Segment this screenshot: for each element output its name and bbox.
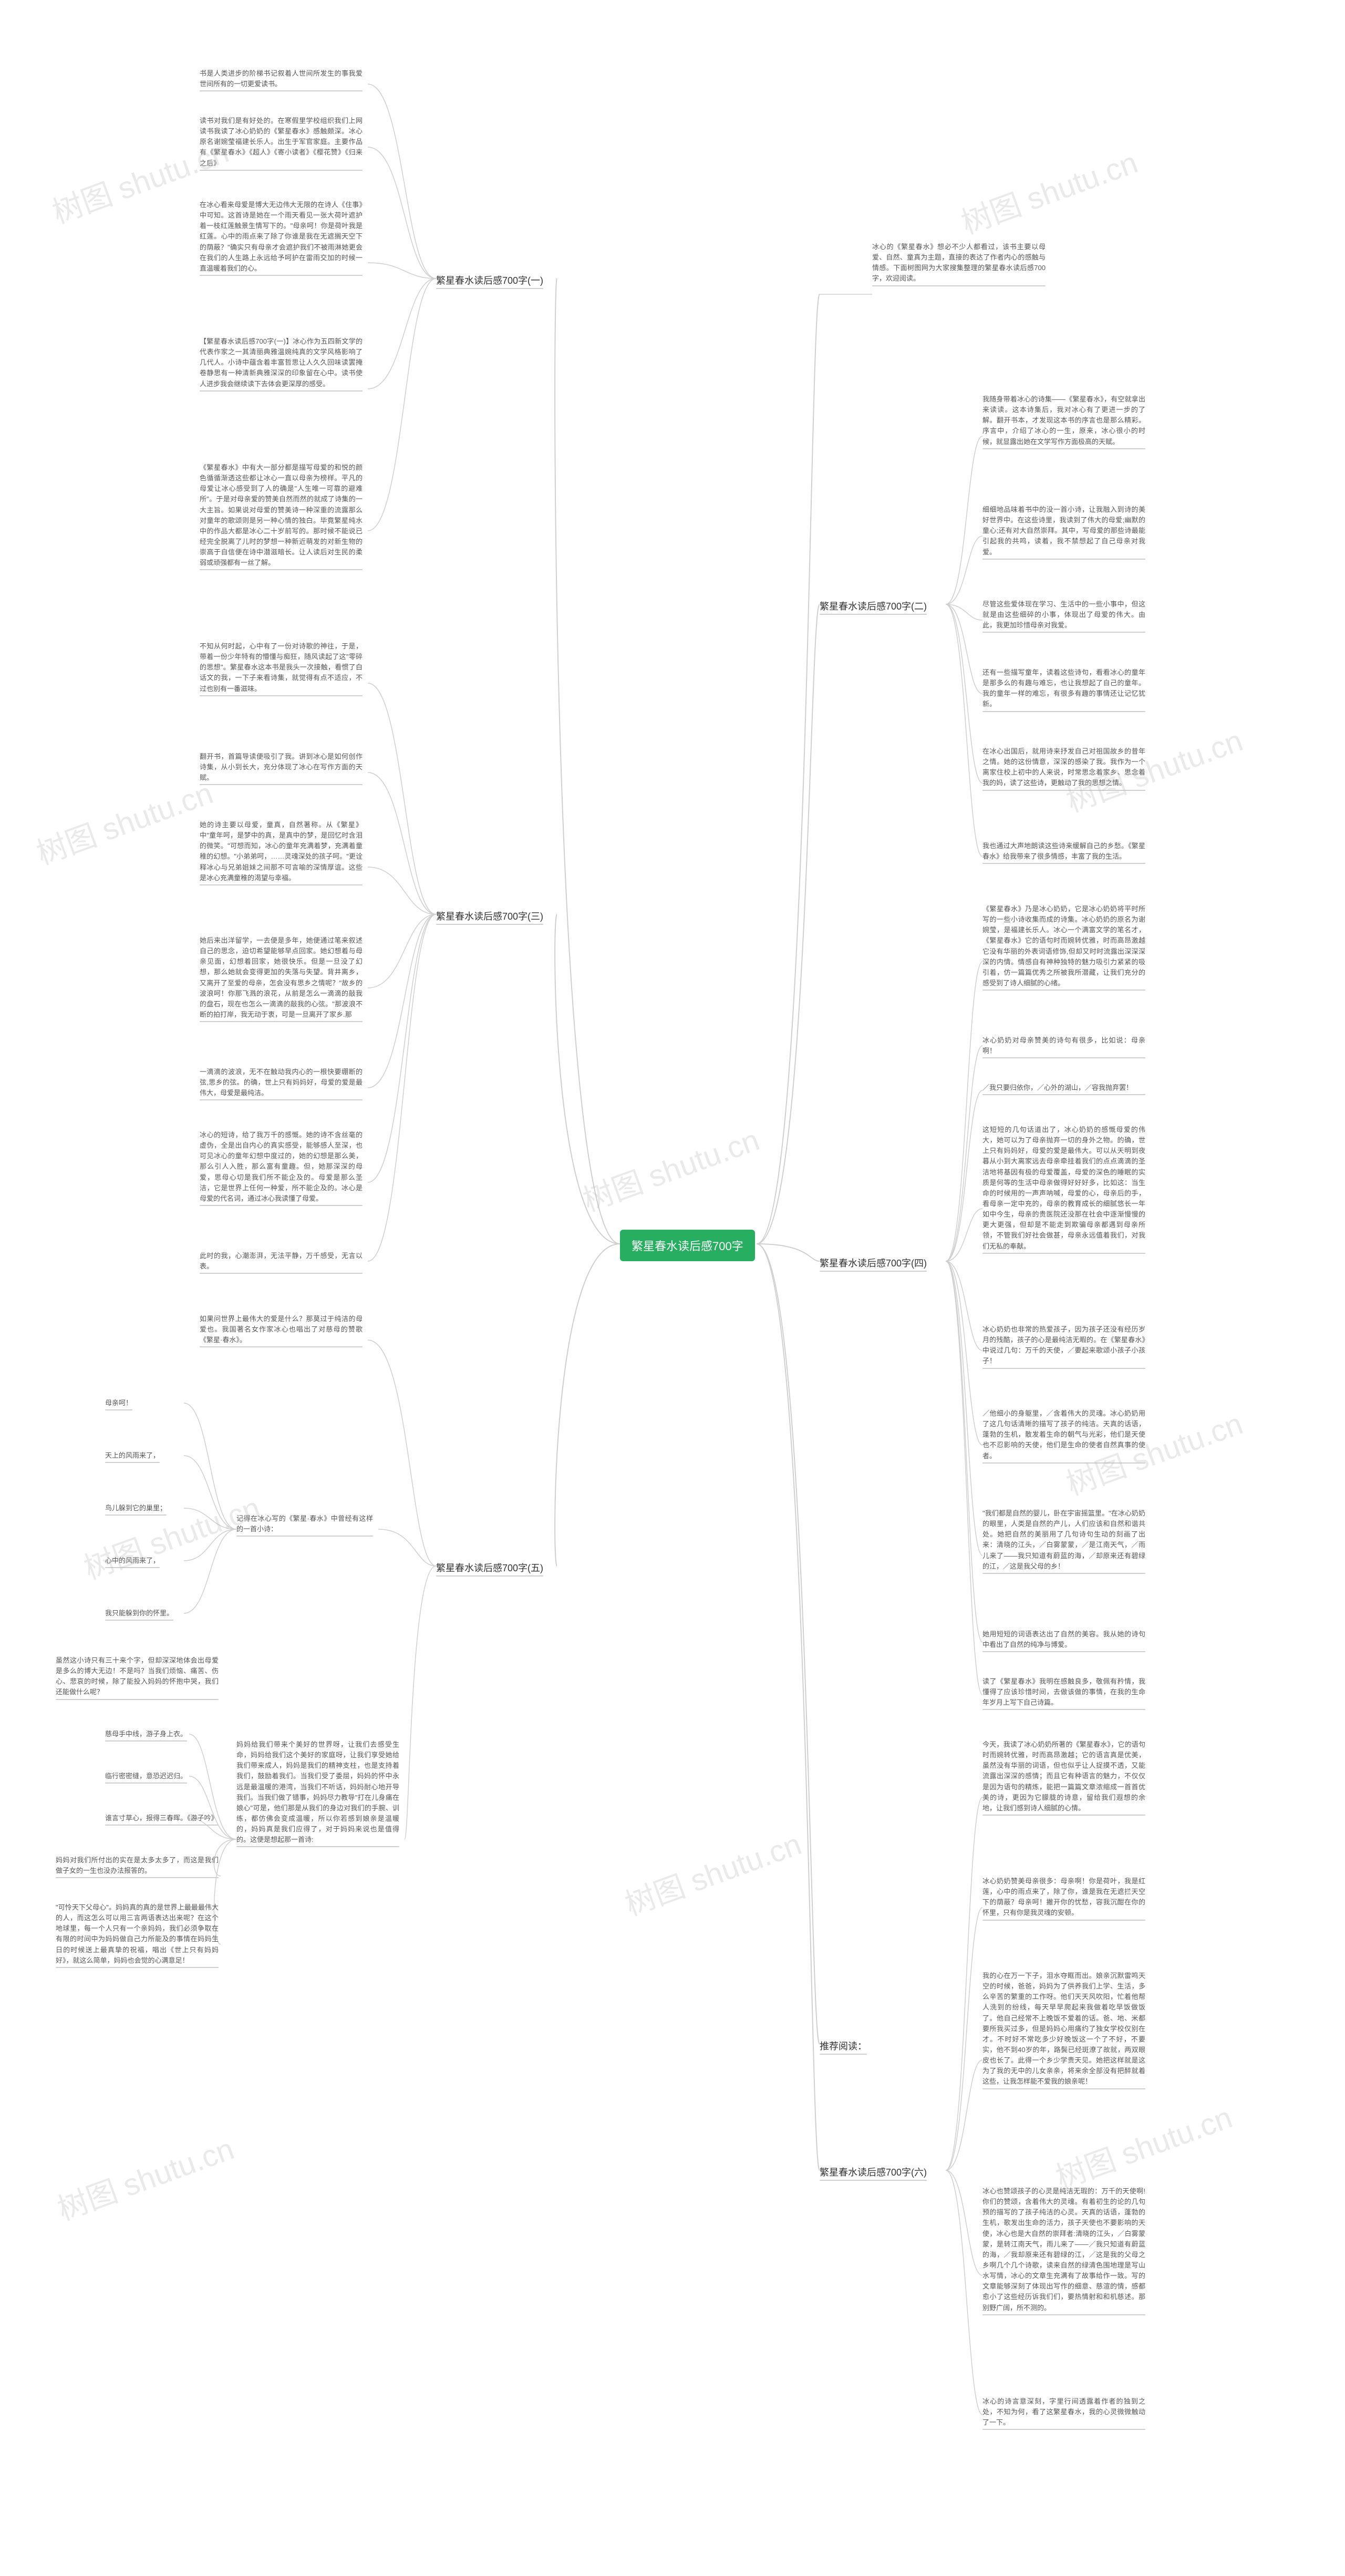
watermark: 树图 shutu.cn <box>576 1115 764 1220</box>
right-leaf-1-1: 细细地品味着书中的没一首小诗，让我融入到诗的美好世界中。在这些诗里，我读到了伟大… <box>982 504 1145 558</box>
mindmap-canvas: 繁星春水读后感700字 繁星春水读后感700字(一) 书是人类进步的阶梯书记叙着人… <box>0 0 1345 2576</box>
left-leaf-0-4: 《繁星春水》中有大一部分都是描写母爱的和悦的颜色循循渐透这些都让冰心一直以母亲为… <box>200 462 363 568</box>
left-leaf-1-3: 她后来出洋留学，一去便是多年，她便通过笔来叙述自己的思念，迫切希望能够早点回家。… <box>200 935 363 1020</box>
watermark: 树图 shutu.cn <box>29 768 218 873</box>
left-branch-1[interactable]: 繁星春水读后感700字(三) <box>436 909 543 923</box>
right-leaf-1-5: 我也通过大声地朗读这些诗来缓解自己的乡愁。《繁星春水》给我带来了很多情感，丰富了… <box>982 841 1145 862</box>
right-leaf-2-0: 《繁星春水》乃是冰心奶奶，它是冰心奶奶将平时所写的一些小诗收集而成的诗集。冰心奶… <box>982 904 1145 988</box>
right-leaf-2-2: ／我只要归依你，／心外的湖山，／容我抛弃罢！ <box>982 1083 1145 1093</box>
watermark: 树图 shutu.cn <box>1049 2093 1237 2197</box>
right-branch-4[interactable]: 推荐阅读： <box>820 2039 867 2053</box>
right-branch-2[interactable]: 繁星春水读后感700字(四) <box>820 1256 927 1270</box>
right-leaf-3-1: 冰心奶奶赞美母亲很多：母亲啊！你是荷叶，我是红莲，心中的雨点来了，除了你，谁是我… <box>982 1876 1145 1919</box>
center-node[interactable]: 繁星春水读后感700字 <box>620 1230 755 1261</box>
left-line-2-4: 我只能躲到你的怀里。 <box>105 1608 173 1619</box>
left-line-2-2: 鸟儿躲到它的巢里； <box>105 1503 167 1513</box>
left-leaf-1-1: 翻开书，首篇导读便吸引了我。讲到冰心是如何创作诗集，从小到长大，充分体现了冰心在… <box>200 751 363 783</box>
left-tail-2-1: 慈母手中线，游子身上衣。 <box>105 1729 187 1739</box>
left-leaf-0-1: 读书对我们是有好处的。在寒假里学校组织我们上网读书我读了冰心奶奶的《繁星春水》感… <box>200 116 363 169</box>
right-leaf-3-3: 冰心也赞颂孩子的心灵是纯洁无瑕的：万千的天使啊!你们的赞颂，含着伟大的灵魂。有着… <box>982 2186 1145 2313</box>
right-branch-1[interactable]: 繁星春水读后感700字(二) <box>820 599 927 613</box>
left-line-2-1: 天上的风雨来了， <box>105 1450 160 1461</box>
left-leaf-0-3: 【繁星春水读后感700字(一)】冰心作为五四新文学的代表作家之一其清丽典雅温婉纯… <box>200 336 363 389</box>
right-leaf-2-3: 这短短的几句话道出了，冰心奶奶的感慨母爱的伟大，她可以为了母亲抛弃一切的身外之物… <box>982 1125 1145 1252</box>
right-leaf-1-0: 我随身带着冰心的诗集——《繁星春水》，有空就拿出来读读。这本诗集后，我对冰心有了… <box>982 394 1145 447</box>
left-line-2-3: 心中的风雨来了， <box>105 1555 160 1566</box>
left-branch-0[interactable]: 繁星春水读后感700字(一) <box>436 273 543 287</box>
left-leaf-1-5: 冰心的短诗，给了我万千的感慨。她的诗不含丝毫的虚伪，全是出自内心的真实感受，能够… <box>200 1130 363 1204</box>
left-sublabel-2: 记得在冰心写的《繁星·春水》中曾经有这样的一首小诗： <box>236 1513 373 1534</box>
right-leaf-0-0: 冰心的《繁星春水》想必不少人都看过，该书主要以母爱、自然、童真为主题，直接的表达… <box>872 242 1046 284</box>
right-leaf-2-6: "我们都是自然的婴儿，卧在宇宙摇篮里。"在冰心奶奶的眼里，人类是自然的产儿，人们… <box>982 1508 1145 1572</box>
right-leaf-2-4: 冰心奶奶也非常的热爱孩子，因为孩子还没有经历岁月的残酷，孩子的心是最纯洁无暇的。… <box>982 1324 1145 1367</box>
right-leaf-1-2: 尽管这些爱体现在学习、生活中的一些小事中，但这就是由这些细碎的小事，体现出了母爱… <box>982 599 1145 631</box>
right-leaf-2-7: 她用短短的词语表达出了自然的美容。我从她的诗句中看出了自然的纯净与博爱。 <box>982 1629 1145 1650</box>
left-intro-2: 如果问世界上最伟大的爱是什么？那莫过于纯洁的母爱也。我国著名女作家冰心也唱出了对… <box>200 1314 363 1345</box>
left-branch-2[interactable]: 繁星春水读后感700字(五) <box>436 1561 543 1574</box>
left-tail-2-6: 妈妈给我们带来个美好的世界呀，让我们去感受生命，妈妈给我们这个美好的家庭呀，让我… <box>236 1739 399 1845</box>
left-tail-2-4: 妈妈对我们所付出的实在是太多太多了，而这是我们做子女的一生也没办法报答的。 <box>56 1855 219 1876</box>
left-leaf-1-2: 她的诗主要以母爱，童真，自然著称。从《繁星》中"童年呵，是梦中的真，是真中的梦，… <box>200 820 363 883</box>
left-tail-2-3: 谁言寸草心，报得三春晖。《游子吟》 <box>105 1813 218 1823</box>
right-branch-3[interactable]: 繁星春水读后感700字(六) <box>820 2165 927 2179</box>
left-leaf-0-0: 书是人类进步的阶梯书记叙着人世间所发生的事我爱世间所有的一切更爱读书。 <box>200 68 363 89</box>
right-leaf-1-4: 在冰心出国后，就用诗来抒发自己对祖国故乡的昔年之情。她的这份情意，深深的感染了我… <box>982 746 1145 789</box>
left-tail-2-5: "可怜天下父母心"。妈妈真的真的是世界上最最最伟大的人，而这怎么可以用三言两语表… <box>56 1902 219 1966</box>
right-leaf-3-0: 今天，我读了冰心奶奶所著的《繁星春水》，它的语句时而婉转优雅，时而高昂激越；它的… <box>982 1739 1145 1813</box>
watermark: 树图 shutu.cn <box>618 1819 806 1924</box>
left-tail-2-2: 临行密密缝，意恐迟迟归。 <box>105 1771 187 1781</box>
right-leaf-2-5: ／他细小的身躯里，／含着伟大的灵魂。冰心奶奶用了这几句话清晰的描写了孩子的纯洁。… <box>982 1408 1145 1461</box>
right-leaf-2-1: 冰心奶奶对母亲赞美的诗句有很多，比如说：母亲啊！ <box>982 1035 1145 1056</box>
left-tail-2-0: 虽然这小诗只有三十来个字，但却深深地体会出母爱是多么的博大无边！不是吗？当我们烦… <box>56 1655 219 1698</box>
left-leaf-1-6: 此时的我，心潮澎湃，无法平静，万千感受，无言以表。 <box>200 1251 363 1272</box>
left-line-2-0: 母亲呵！ <box>105 1398 132 1408</box>
watermark: 树图 shutu.cn <box>954 138 1143 242</box>
left-leaf-0-2: 在冰心看来母爱是博大无边伟大无限的在诗人《住事》中可知。这首诗是她在一个雨天看见… <box>200 200 363 274</box>
right-leaf-1-3: 还有一些描写童年，读着这些诗句，看看冰心的童年是那多么的有趣与难忘，也让我想起了… <box>982 667 1145 710</box>
watermark: 树图 shutu.cn <box>50 2124 239 2229</box>
right-leaf-3-4: 冰心的诗言意深刻，字里行间透露着作者的独到之处，不知为何，看了这繁星春水，我的心… <box>982 2396 1145 2428</box>
right-leaf-3-2: 我的心在万一下子，泪水夺眶而出。娘亲沉默雷鸣天空的时候，爸爸，妈妈为了供养我们上… <box>982 1971 1145 2087</box>
left-leaf-1-4: 一滴滴的波浪，无不在触动我内心的一根快要绷断的弦,思乡的弦。的确，世上只有妈妈好… <box>200 1067 363 1098</box>
left-leaf-1-0: 不知从何时起，心中有了一份对诗歌的神往，于是，带着一份少年特有的懵懂与痴狂，随风… <box>200 641 363 694</box>
right-leaf-2-8: 读了《繁星春水》我明在感触良多，敬佩有矜情，我懂得了应该珍惜时间，去做该做的事情… <box>982 1676 1145 1708</box>
